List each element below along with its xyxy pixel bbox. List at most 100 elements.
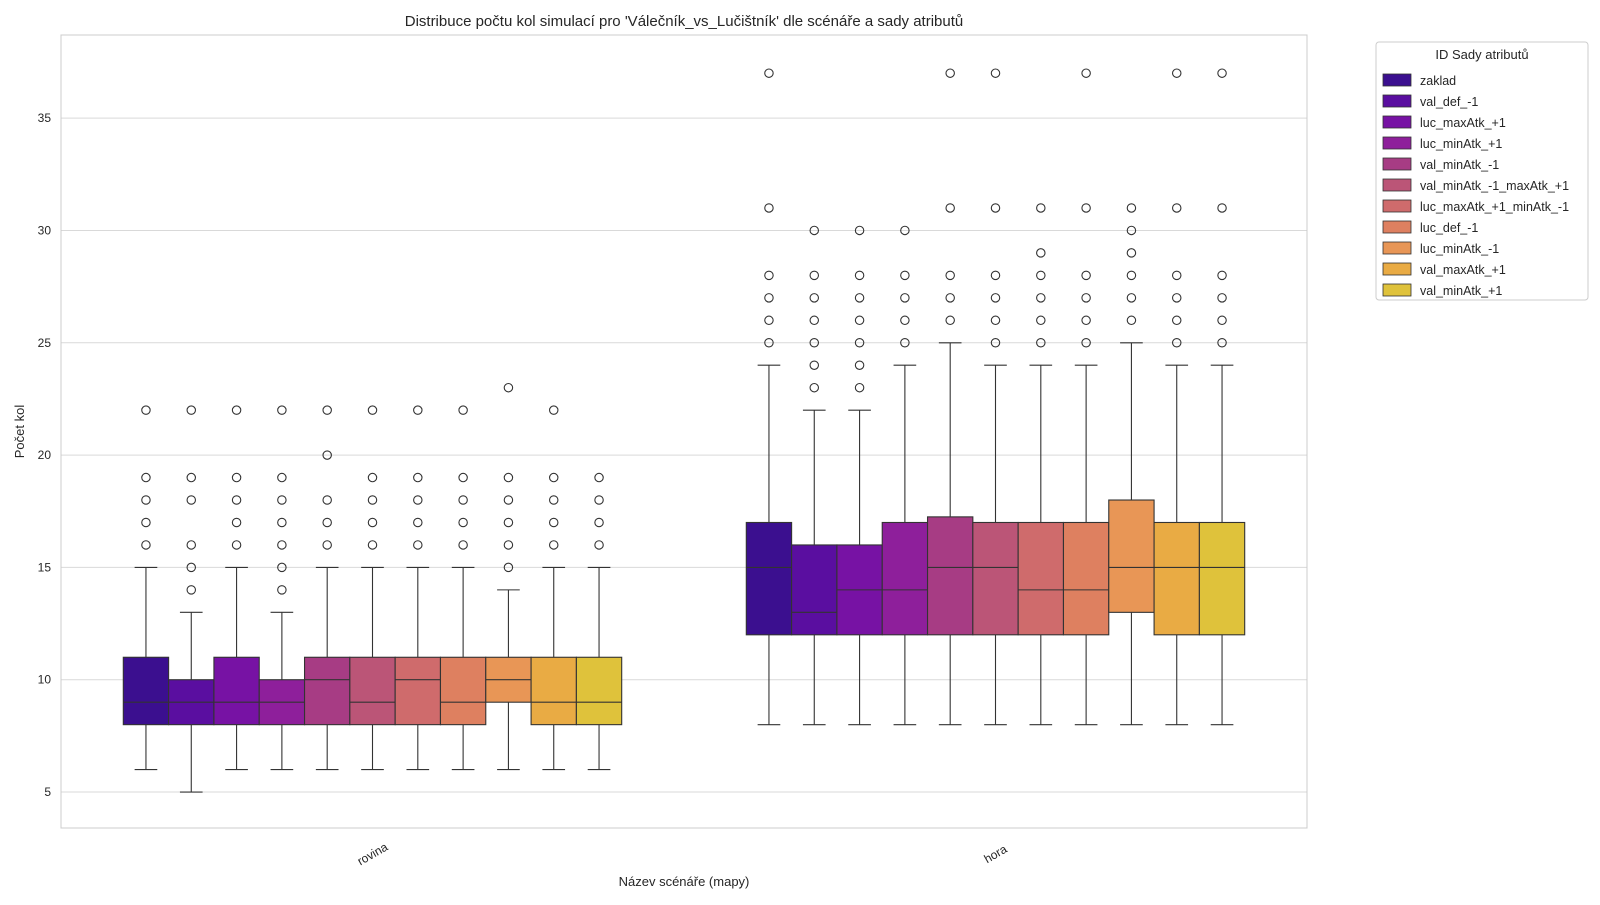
outlier-point <box>413 472 423 483</box>
outlier-point <box>503 472 514 483</box>
legend-swatch <box>1382 199 1412 213</box>
outlier-point <box>764 270 774 281</box>
outlier-point <box>1217 315 1227 326</box>
y-tick-label: 30 <box>38 223 52 237</box>
x-tick-label: hora <box>982 842 1010 866</box>
outlier-point <box>809 315 820 326</box>
box-body <box>349 656 396 726</box>
box-luc_maxAtk_+1-rovina <box>213 405 260 771</box>
outlier-point <box>990 293 1001 303</box>
box-body <box>122 656 170 726</box>
outlier-point <box>458 472 468 483</box>
outlier-point <box>945 203 955 213</box>
outlier-point <box>186 495 197 505</box>
box-body <box>575 656 623 726</box>
outlier-point <box>854 225 865 236</box>
box-body <box>213 656 260 726</box>
box-val_minAtk_+1-hora <box>1198 68 1246 726</box>
outlier-point <box>1081 270 1091 281</box>
outlier-point <box>548 405 559 415</box>
box-luc_minAtk_+1-hora <box>881 225 929 726</box>
outlier-point <box>186 405 197 415</box>
tick-layer: 5 10 15 20 25 30 35 rovina hora <box>38 111 1010 868</box>
x-axis-label: Název scénáře (mapy) <box>619 874 750 889</box>
outlier-point <box>367 472 378 483</box>
chart-title: Distribuce počtu kol simulací pro 'Váleč… <box>405 13 964 30</box>
legend-label: val_def_-1 <box>1420 95 1478 109</box>
box-val_def_-1-hora <box>791 225 838 726</box>
outlier-point <box>1081 338 1091 348</box>
box-luc_maxAtk_+1_minAtk_-1-rovina <box>394 405 442 771</box>
box-luc_maxAtk_+1-hora <box>836 225 883 726</box>
outlier-point <box>186 472 197 483</box>
outlier-point <box>1036 248 1046 258</box>
y-tick-label: 35 <box>38 111 52 125</box>
outlier-point <box>809 382 820 393</box>
outlier-point <box>277 405 287 415</box>
box-val_minAtk_-1-hora <box>926 68 974 726</box>
outlier-point <box>1036 203 1046 213</box>
outlier-point <box>1126 248 1137 258</box>
outlier-point <box>809 293 820 303</box>
legend-swatch <box>1382 220 1412 234</box>
outlier-point <box>809 225 820 236</box>
legend-swatch <box>1382 157 1412 171</box>
outlier-point <box>186 585 197 595</box>
legend-label: luc_maxAtk_+1 <box>1420 116 1506 130</box>
box-val_def_-1-rovina <box>168 405 215 793</box>
outlier-point <box>900 315 910 326</box>
outlier-point <box>548 495 559 505</box>
outlier-point <box>764 315 774 326</box>
legend-items: zaklad val_def_-1 luc_maxAtk_+1 luc_minAtk_… <box>1382 73 1569 298</box>
outlier-point <box>990 315 1001 326</box>
outlier-point <box>322 517 332 528</box>
box-body <box>1108 499 1155 613</box>
outlier-point <box>458 495 468 505</box>
box-body <box>303 656 351 726</box>
x-tick-label: rovina <box>355 840 391 869</box>
box-body <box>1017 521 1065 636</box>
outlier-point <box>594 517 604 528</box>
outlier-point <box>503 562 514 573</box>
outlier-point <box>548 472 559 483</box>
y-tick-label: 10 <box>38 673 52 687</box>
legend-label: val_minAtk_+1 <box>1420 284 1502 298</box>
outlier-point <box>1126 225 1137 236</box>
outlier-point <box>1171 315 1182 326</box>
legend-label: luc_minAtk_-1 <box>1420 242 1499 256</box>
outlier-point <box>764 68 774 78</box>
box-zaklad-hora <box>745 68 793 726</box>
outlier-point <box>322 495 332 505</box>
outlier-point <box>367 540 378 550</box>
outlier-point <box>854 338 865 348</box>
outlier-point <box>1126 270 1137 281</box>
outlier-point <box>1171 293 1182 303</box>
outlier-point <box>367 495 378 505</box>
outlier-point <box>945 315 955 326</box>
outlier-point <box>277 540 287 550</box>
outlier-point <box>277 472 287 483</box>
legend-swatch <box>1382 178 1412 192</box>
outlier-point <box>945 270 955 281</box>
outlier-point <box>1036 270 1046 281</box>
outlier-point <box>1081 68 1091 78</box>
box-body <box>972 521 1019 636</box>
box-body <box>926 516 974 636</box>
outlier-point <box>231 405 242 415</box>
outlier-point <box>503 495 514 505</box>
y-axis-label: Počet kol <box>12 405 27 459</box>
outlier-point <box>367 517 378 528</box>
outlier-point <box>413 495 423 505</box>
legend-label: zaklad <box>1420 74 1456 88</box>
outlier-point <box>231 495 242 505</box>
outlier-point <box>186 540 197 550</box>
outlier-point <box>809 338 820 348</box>
legend-label: luc_def_-1 <box>1420 221 1478 235</box>
outlier-point <box>141 405 151 415</box>
box-body <box>881 521 929 636</box>
outlier-point <box>764 203 774 213</box>
outlier-point <box>854 293 865 303</box>
outlier-point <box>1036 338 1046 348</box>
outlier-point <box>900 338 910 348</box>
